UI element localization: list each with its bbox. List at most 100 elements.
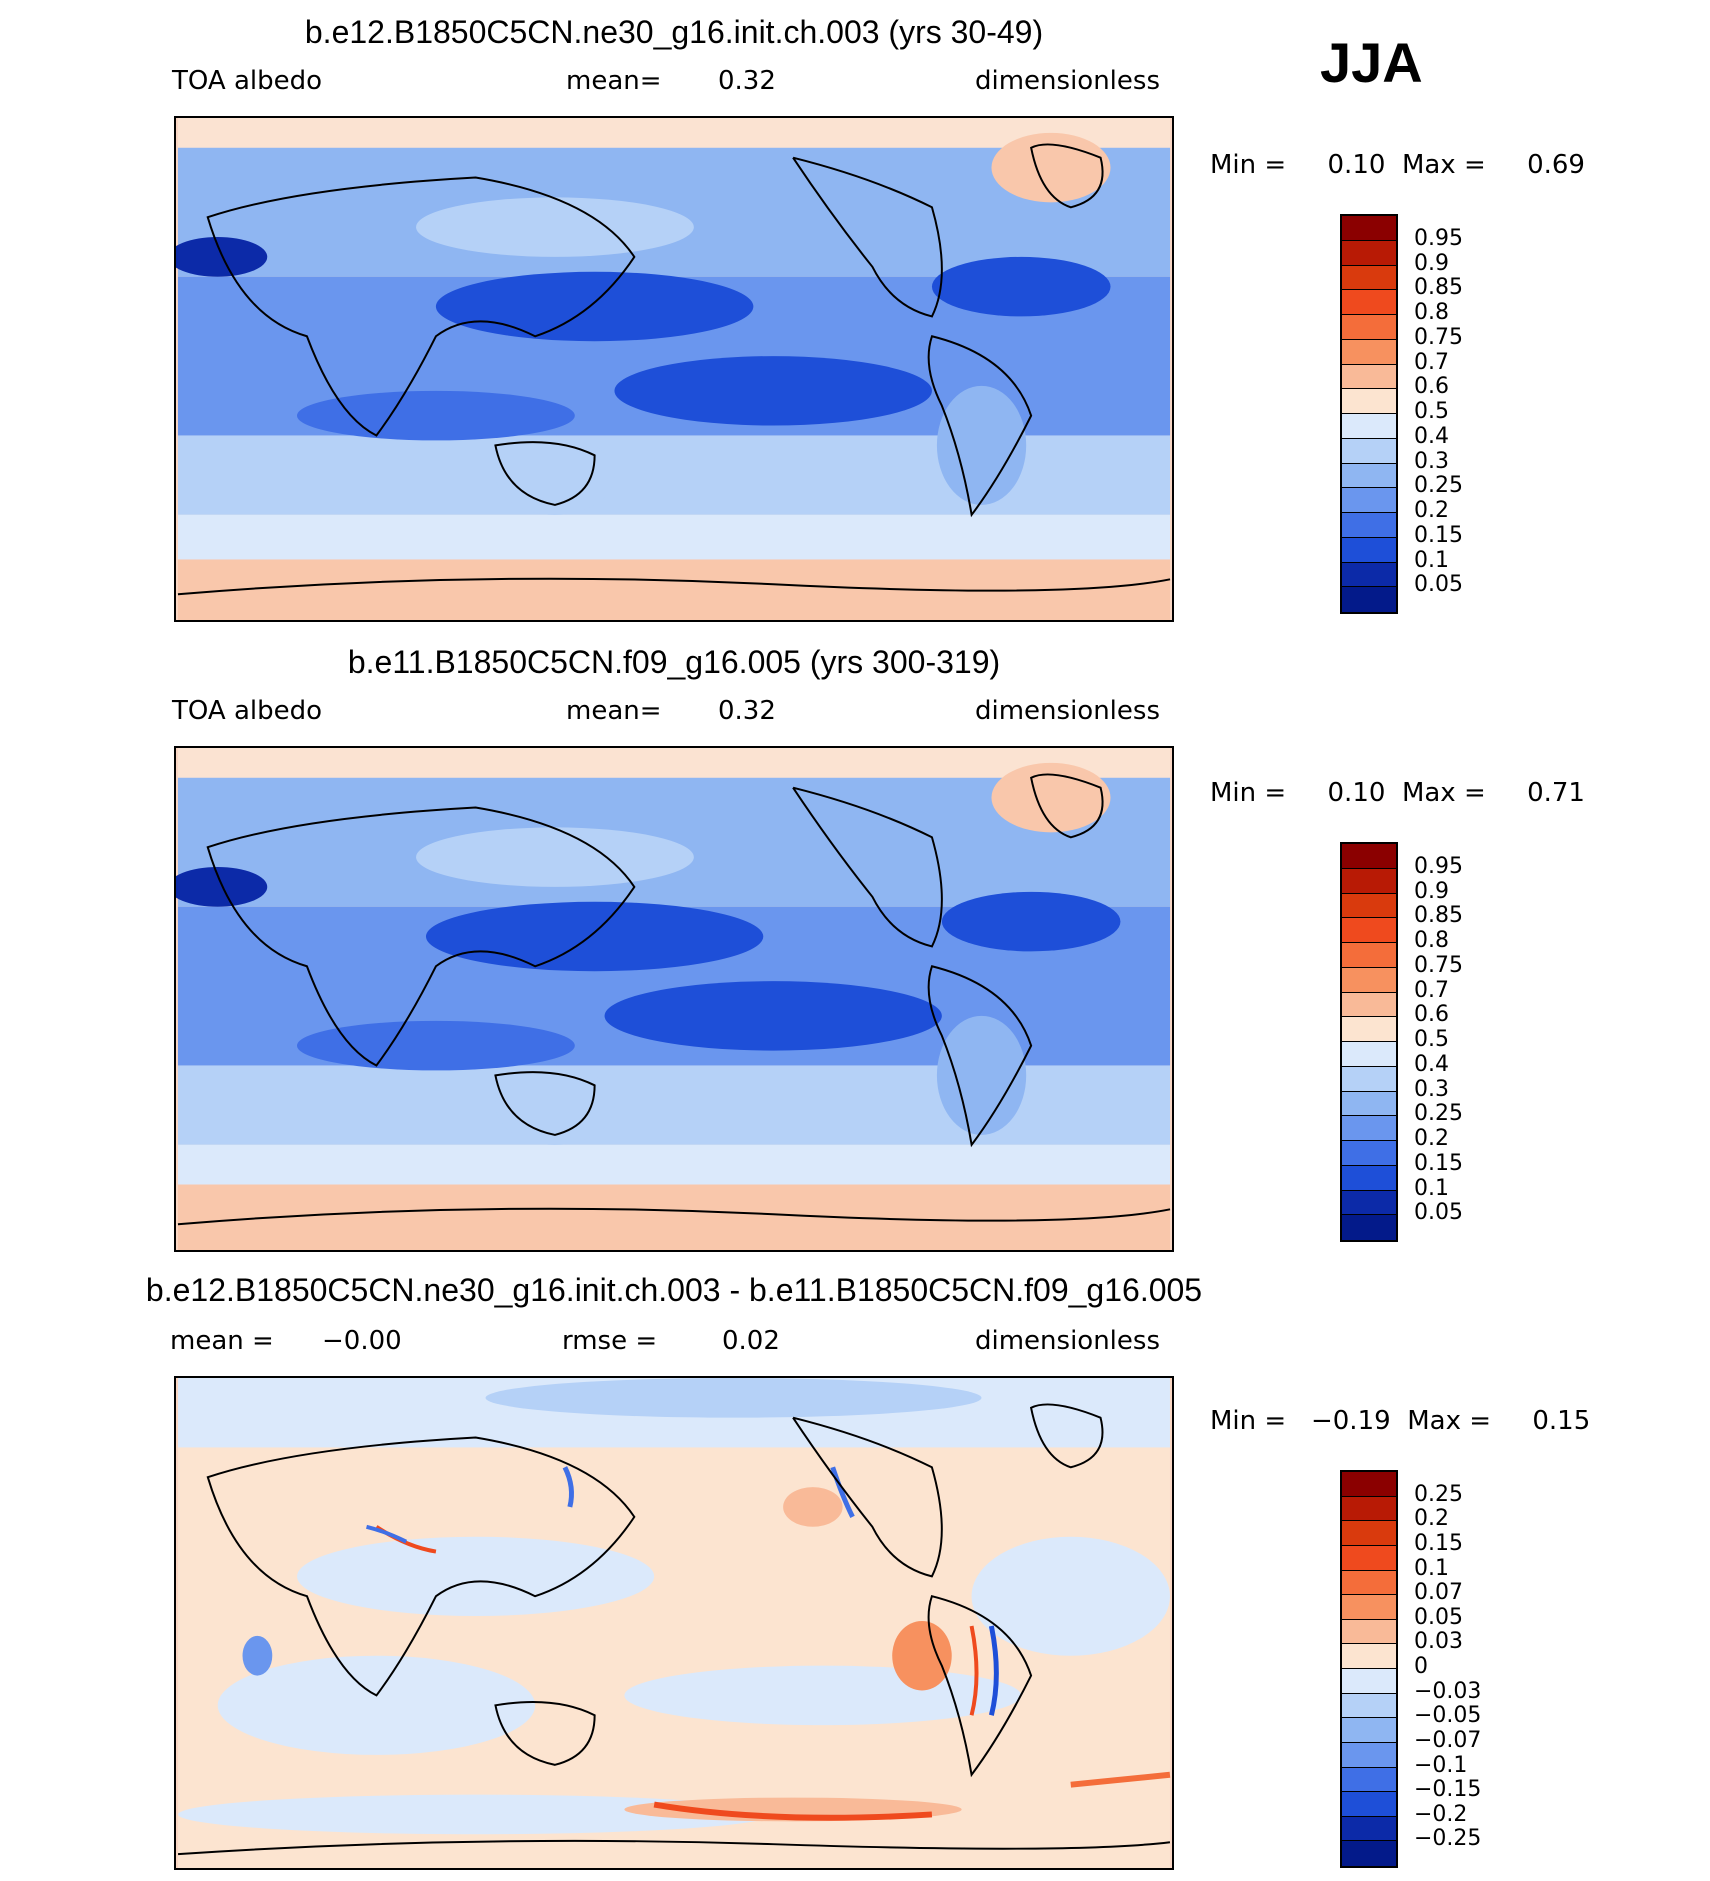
colorbar-swatch bbox=[1342, 1165, 1396, 1191]
colorbar-swatch bbox=[1342, 1017, 1396, 1042]
colorbar-label: 0.25 bbox=[1414, 1481, 1463, 1507]
colorbar-swatch bbox=[1342, 1595, 1396, 1620]
colorbar-label: 0.75 bbox=[1414, 324, 1463, 350]
panel-1-variable-label: TOA albedo bbox=[172, 66, 323, 96]
panel-2-mean-value: 0.32 bbox=[718, 696, 776, 726]
panel-1-colorbar bbox=[1340, 214, 1398, 614]
panel-1-map-field bbox=[176, 118, 1171, 620]
panel-2-max-label: Max = bbox=[1401, 778, 1486, 808]
panel-2-variable-label: TOA albedo bbox=[172, 696, 323, 726]
panel-2-colorbar bbox=[1340, 842, 1398, 1242]
colorbar-swatch bbox=[1342, 1693, 1396, 1719]
colorbar-label: 0.07 bbox=[1414, 1580, 1463, 1606]
colorbar-label: 0.85 bbox=[1414, 903, 1463, 929]
colorbar-swatch bbox=[1342, 1619, 1396, 1645]
colorbar-label: 0.1 bbox=[1414, 547, 1449, 573]
colorbar-swatch bbox=[1342, 587, 1396, 612]
colorbar-label: 0.6 bbox=[1414, 374, 1449, 400]
colorbar-swatch bbox=[1342, 488, 1396, 513]
colorbar-label: −0.05 bbox=[1414, 1703, 1482, 1729]
colorbar-label: 0.4 bbox=[1414, 1051, 1449, 1077]
colorbar-label: 0.3 bbox=[1414, 1076, 1449, 1102]
panel-1-min-value: 0.10 bbox=[1327, 150, 1386, 180]
panel-1-max-label: Max = bbox=[1401, 150, 1486, 180]
panel-1-max-value: 0.69 bbox=[1527, 150, 1585, 180]
panel-3-map bbox=[174, 1376, 1174, 1870]
panel-2-max-value: 0.71 bbox=[1527, 778, 1585, 808]
colorbar-swatch bbox=[1342, 1042, 1396, 1067]
colorbar-label: 0.7 bbox=[1414, 977, 1449, 1003]
colorbar-label: −0.07 bbox=[1414, 1727, 1482, 1753]
panel-3-minmax: Min = −0.19 Max = 0.15 bbox=[1210, 1406, 1590, 1436]
panel-3-title: b.e12.B1850C5CN.ne30_g16.init.ch.003 - b… bbox=[145, 1272, 1203, 1308]
colorbar-swatch bbox=[1342, 562, 1396, 588]
colorbar-label: 0.1 bbox=[1414, 1555, 1449, 1581]
colorbar-swatch bbox=[1342, 918, 1396, 943]
panel-3-mean-label: mean = bbox=[170, 1326, 274, 1356]
colorbar-swatch bbox=[1342, 1570, 1396, 1596]
panel-3-rmse-value: 0.02 bbox=[722, 1326, 780, 1356]
panel-3-mean-value: −0.00 bbox=[322, 1326, 402, 1356]
colorbar-label: 0.95 bbox=[1414, 225, 1463, 251]
panel-3-units: dimensionless bbox=[975, 1326, 1160, 1356]
panel-3-map-field bbox=[177, 1378, 1171, 1868]
colorbar-swatch bbox=[1342, 315, 1396, 340]
panel-2-mean-label: mean= bbox=[566, 696, 662, 726]
colorbar-label: −0.25 bbox=[1414, 1826, 1482, 1852]
colorbar-swatch bbox=[1342, 1190, 1396, 1216]
panel-3-rmse-label: rmse = bbox=[562, 1326, 658, 1356]
panel-3-colorbar bbox=[1340, 1470, 1398, 1868]
colorbar-swatch bbox=[1342, 240, 1396, 266]
colorbar-swatch bbox=[1342, 513, 1396, 538]
colorbar-label: 0.95 bbox=[1414, 853, 1463, 879]
colorbar-label: 0.4 bbox=[1414, 423, 1449, 449]
colorbar-label: 0.2 bbox=[1414, 1126, 1449, 1151]
panel-2-title: b.e11.B1850C5CN.f09_g16.005 (yrs 300-319… bbox=[347, 644, 1001, 680]
colorbar-swatch bbox=[1342, 1644, 1396, 1669]
colorbar-swatch bbox=[1342, 844, 1396, 869]
colorbar-label: 0.6 bbox=[1414, 1002, 1449, 1028]
colorbar-label: 0.1 bbox=[1414, 1175, 1449, 1201]
colorbar-swatch bbox=[1342, 893, 1396, 919]
colorbar-label: 0.25 bbox=[1414, 473, 1463, 499]
colorbar-swatch bbox=[1342, 1841, 1396, 1866]
panel-3-max-label: Max = bbox=[1407, 1406, 1492, 1436]
panel-2-map bbox=[174, 746, 1174, 1252]
colorbar-label: 0.5 bbox=[1414, 399, 1449, 424]
colorbar-label: 0.05 bbox=[1414, 1200, 1463, 1226]
colorbar-swatch bbox=[1342, 364, 1396, 390]
colorbar-swatch bbox=[1342, 1816, 1396, 1842]
colorbar-swatch bbox=[1342, 992, 1396, 1018]
colorbar-swatch bbox=[1342, 1116, 1396, 1141]
colorbar-label: 0.7 bbox=[1414, 349, 1449, 375]
colorbar-swatch bbox=[1342, 1472, 1396, 1497]
colorbar-label: −0.2 bbox=[1414, 1801, 1468, 1827]
colorbar-label: 0.8 bbox=[1414, 928, 1449, 953]
colorbar-swatch bbox=[1342, 265, 1396, 291]
panel-1-min-label: Min = bbox=[1210, 150, 1287, 180]
panel-1-mean-value: 0.32 bbox=[718, 66, 776, 96]
colorbar-label: −0.15 bbox=[1414, 1777, 1482, 1803]
panel-1-map bbox=[174, 116, 1174, 622]
colorbar-swatch bbox=[1342, 868, 1396, 894]
colorbar-swatch bbox=[1342, 1496, 1396, 1522]
season-label: JJA bbox=[1320, 31, 1423, 94]
panel-2-map-field bbox=[176, 748, 1171, 1250]
colorbar-swatch bbox=[1342, 1066, 1396, 1092]
colorbar-label: −0.1 bbox=[1414, 1752, 1468, 1778]
colorbar-swatch bbox=[1342, 1521, 1396, 1546]
panel-1-minmax: Min = 0.10 Max = 0.69 bbox=[1210, 150, 1585, 180]
colorbar-label: 0.05 bbox=[1414, 572, 1463, 598]
panel-2-min-label: Min = bbox=[1210, 778, 1287, 808]
panel-1-title: b.e12.B1850C5CN.ne30_g16.init.ch.003 (yr… bbox=[304, 14, 1044, 50]
colorbar-label: 0.9 bbox=[1414, 878, 1449, 904]
colorbar-label: 0.8 bbox=[1414, 300, 1449, 325]
panel-2-min-value: 0.10 bbox=[1327, 778, 1386, 808]
colorbar-swatch bbox=[1342, 216, 1396, 241]
colorbar-swatch bbox=[1342, 1742, 1396, 1768]
colorbar-swatch bbox=[1342, 339, 1396, 365]
colorbar-swatch bbox=[1342, 1767, 1396, 1793]
panel-3-min-label: Min = bbox=[1210, 1406, 1287, 1436]
colorbar-swatch bbox=[1342, 1792, 1396, 1817]
colorbar-label: 0 bbox=[1414, 1654, 1428, 1679]
